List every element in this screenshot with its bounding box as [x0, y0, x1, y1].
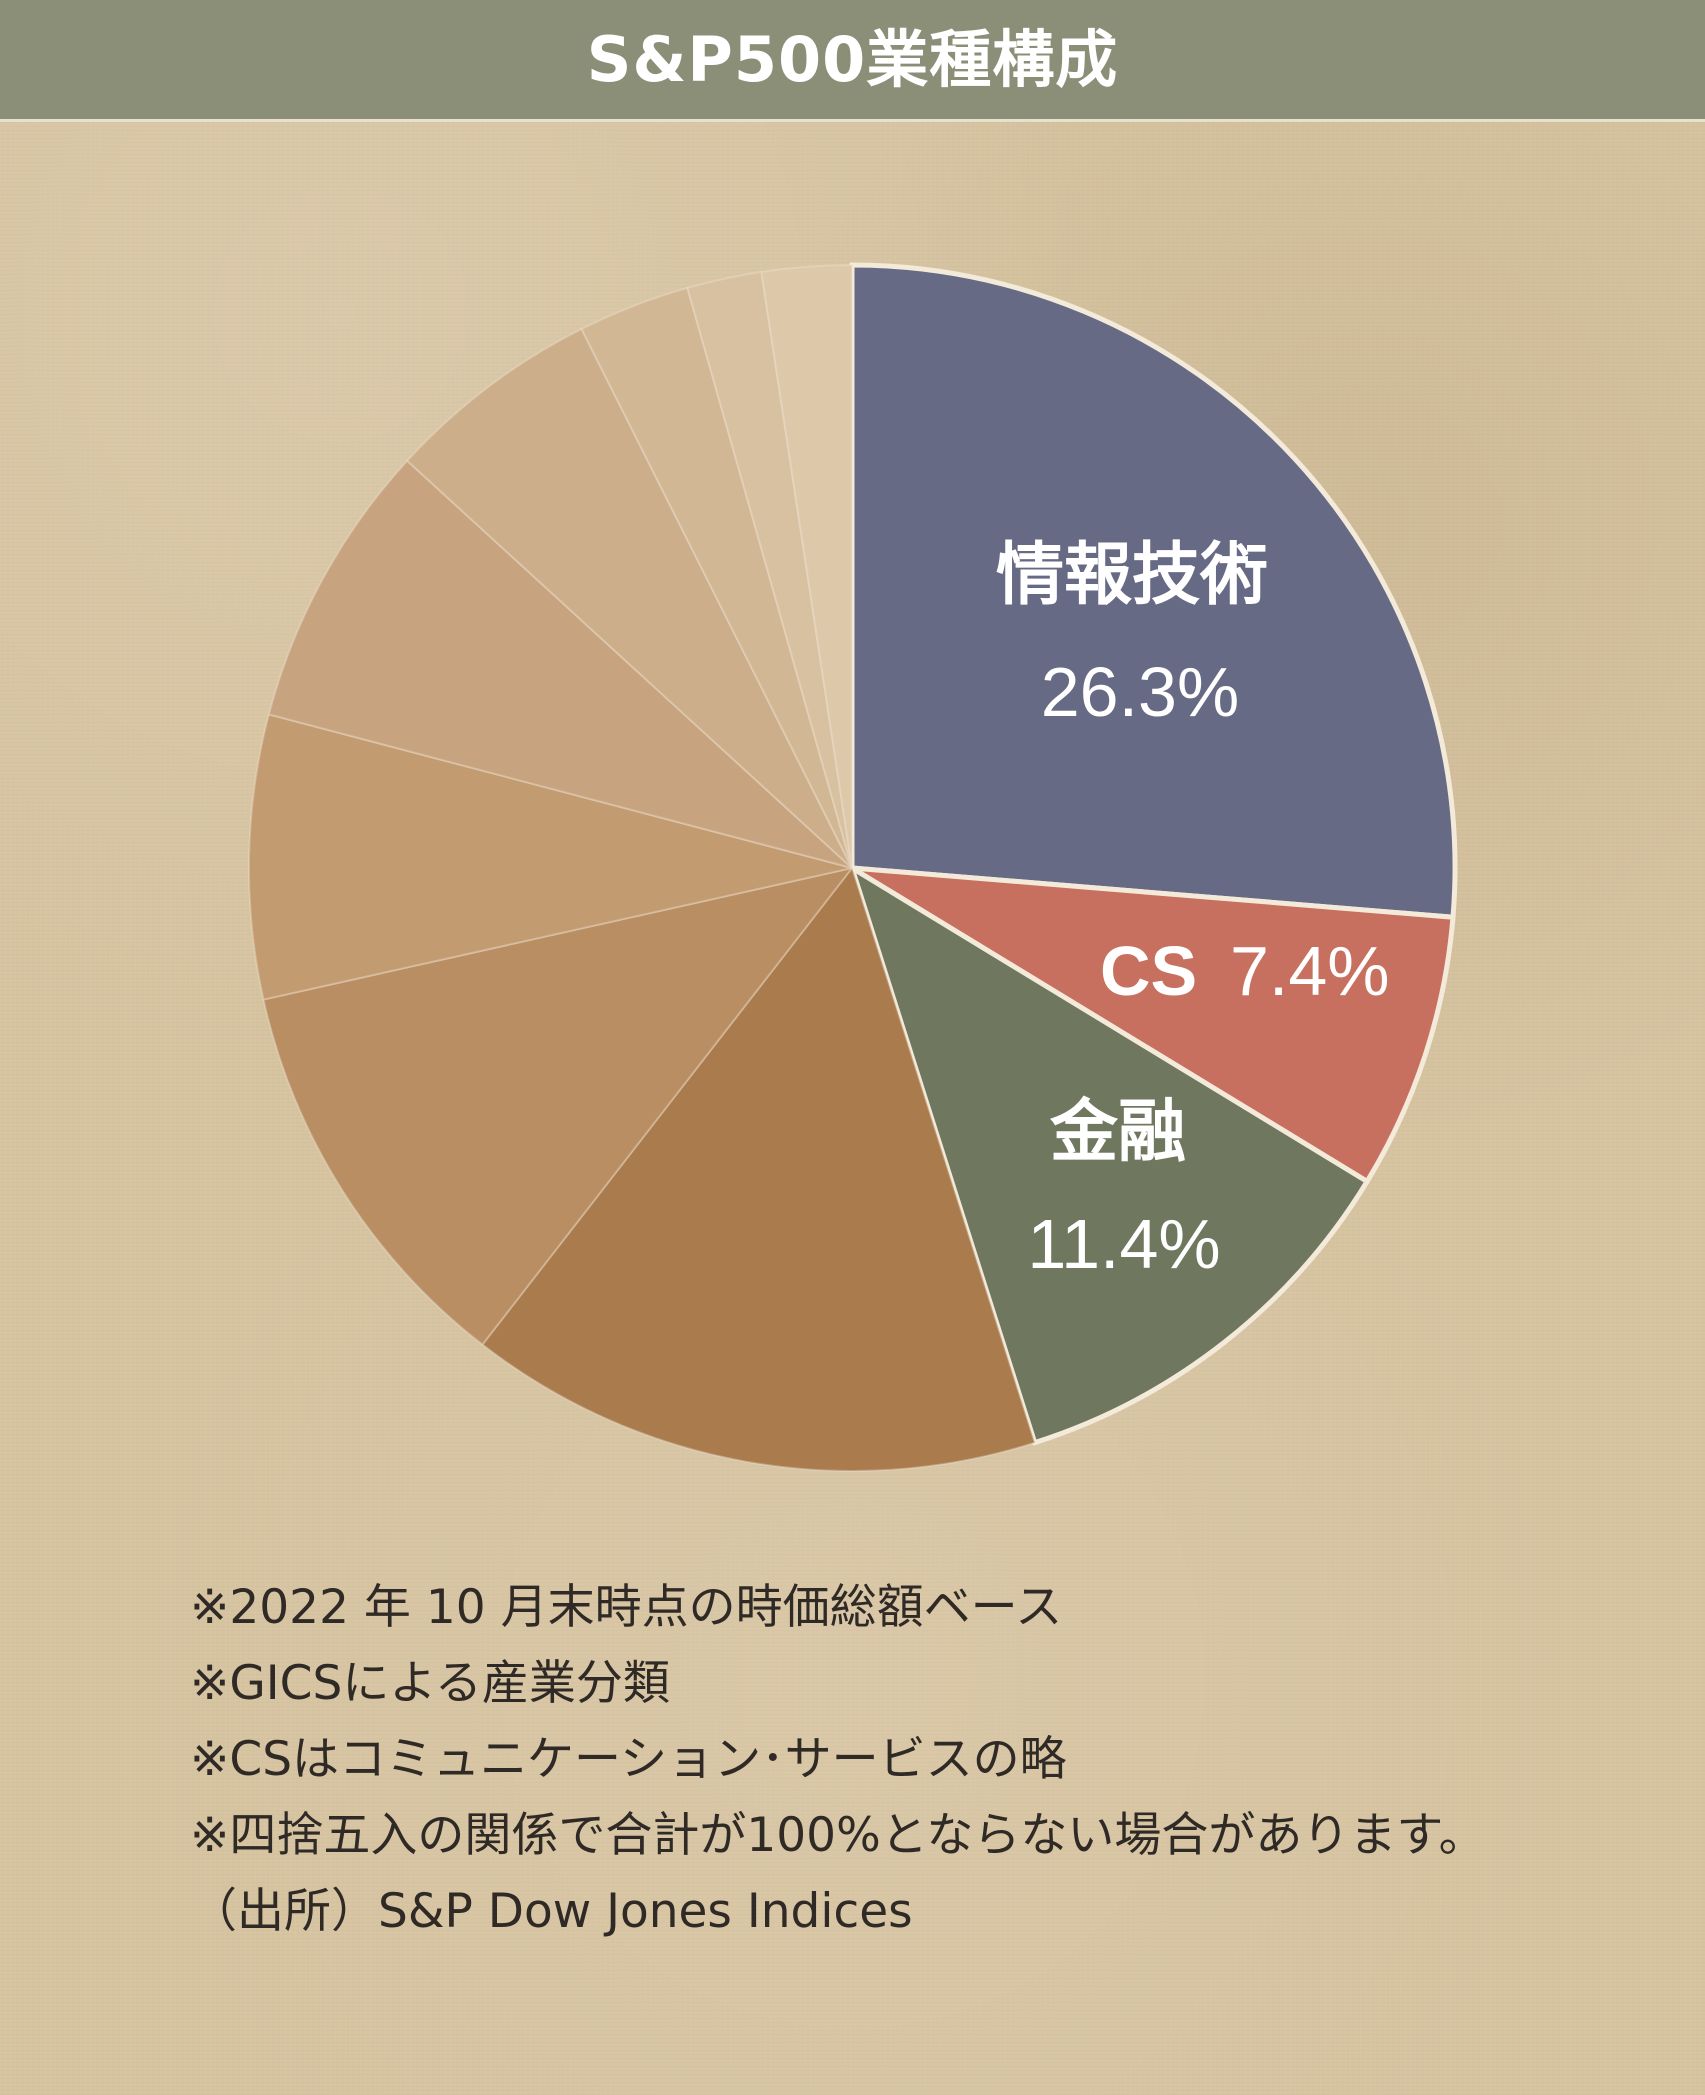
pie-slice-8: [405, 327, 853, 869]
pie-slice-3-金融: [847, 862, 1371, 1446]
pie-slices: [248, 262, 1458, 1472]
pie-slice-10: [686, 270, 853, 869]
pie-chart: 情報技術 26.3% CS 7.4% 金融 11.4%: [248, 262, 1458, 1472]
slice-label-value-it: 26.3%: [1041, 653, 1239, 731]
slice-label-value-finance: 11.4%: [1027, 1205, 1220, 1283]
pie-slice-7: [267, 459, 853, 869]
slice-label-name-finance: 金融: [1049, 1094, 1186, 1170]
pie-slice-6: [248, 713, 853, 1001]
pie-slice-11: [760, 263, 853, 869]
pie-slice-9: [580, 286, 853, 869]
note-line-2: ※GICSによる産業分類: [190, 1656, 670, 1711]
note-line-1: ※2022 年 10 月末時点の時価総額ベース: [190, 1580, 1063, 1635]
note-line-4: ※四捨五入の関係で合計が100%とならない場合があります。: [190, 1808, 1486, 1863]
slice-label-value-cs: 7.4%: [1230, 932, 1390, 1010]
chart-title: S&P500業種構成: [586, 22, 1119, 96]
note-line-3: ※CSはコミュニケーション･サービスの略: [190, 1732, 1067, 1787]
notes-block: ※2022 年 10 月末時点の時価総額ベース ※GICSによる産業分類 ※CS…: [190, 1570, 1640, 1950]
pie-slice-2-CS: [850, 865, 1456, 1185]
pie-slice-5: [262, 866, 855, 1346]
title-bar: S&P500業種構成: [0, 0, 1705, 122]
pie-slice-1-情報技術: [849, 262, 1458, 920]
pie-labels: 情報技術 26.3% CS 7.4% 金融 11.4%: [996, 537, 1390, 1283]
source-line: （出所）S&P Dow Jones Indices: [190, 1884, 913, 1939]
slice-label-name-cs: CS: [1100, 932, 1197, 1010]
pie-chart-area: 情報技術 26.3% CS 7.4% 金融 11.4%: [248, 262, 1458, 1472]
pie-slice-4: [481, 865, 1036, 1472]
slice-label-name-it: 情報技術: [996, 537, 1268, 613]
